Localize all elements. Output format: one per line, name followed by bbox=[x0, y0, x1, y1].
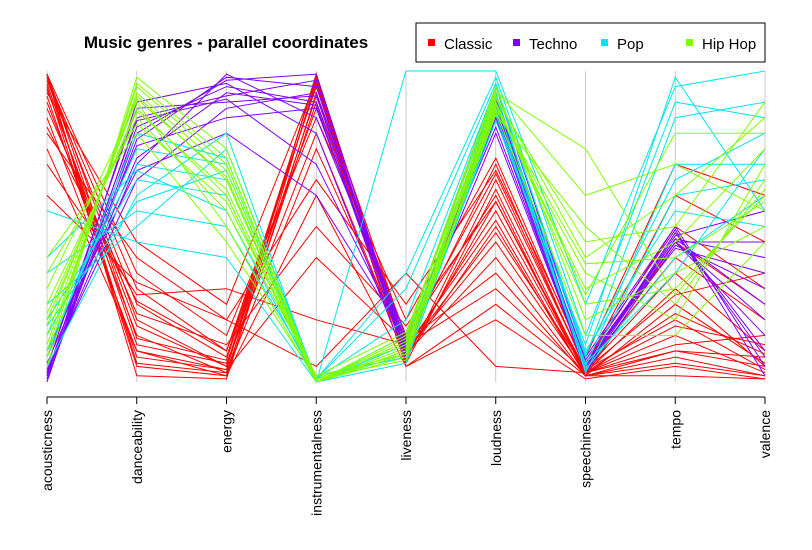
axis-label-energy: energy bbox=[219, 410, 235, 453]
legend-swatch-pop bbox=[601, 39, 608, 46]
line-hip-hop-6 bbox=[46, 88, 766, 383]
line-pop-9 bbox=[46, 82, 766, 380]
legend-swatch-classic bbox=[428, 39, 435, 46]
legend-swatch-techno bbox=[513, 39, 520, 46]
line-hip-hop-11 bbox=[46, 98, 766, 383]
line-hip-hop-10 bbox=[46, 100, 765, 377]
series-classic bbox=[46, 72, 766, 380]
legend-label-classic: Classic bbox=[444, 36, 493, 53]
axis-label-valence: valence bbox=[757, 410, 773, 458]
axis-label-instrumentalness: instrumentalness bbox=[308, 410, 324, 516]
axis-labels: acousticness danceability energy instrument… bbox=[39, 410, 773, 516]
line-pop-2 bbox=[46, 70, 766, 384]
axis-label-tempo: tempo bbox=[667, 410, 683, 449]
legend-box bbox=[415, 22, 766, 63]
line-classic-8 bbox=[46, 132, 766, 359]
axis-label-acousticness: acousticness bbox=[39, 410, 55, 491]
line-pop-0 bbox=[46, 75, 766, 380]
data-lines bbox=[46, 70, 766, 384]
line-hip-hop-5 bbox=[46, 101, 766, 383]
series-hip-hop bbox=[46, 76, 766, 383]
chart-title: Music genres - parallel coordinates bbox=[84, 33, 368, 52]
line-hip-hop-1 bbox=[46, 85, 766, 380]
axis-label-liveness: liveness bbox=[398, 410, 414, 461]
line-hip-hop-7 bbox=[46, 109, 766, 380]
legend-label-hip-hop: Hip Hop bbox=[702, 36, 756, 53]
line-hip-hop-8 bbox=[46, 82, 766, 383]
line-hip-hop-9 bbox=[46, 92, 766, 383]
line-pop-6 bbox=[46, 113, 766, 383]
line-hip-hop-3 bbox=[46, 76, 766, 383]
axis-label-loudness: loudness bbox=[488, 410, 504, 466]
legend-label-pop: Pop bbox=[617, 36, 644, 53]
legend: Classic Techno Pop Hip Hop bbox=[415, 22, 766, 63]
axis-label-danceability: danceability bbox=[129, 410, 145, 484]
line-classic-12 bbox=[46, 108, 766, 371]
axis-label-speechiness: speechiness bbox=[578, 410, 594, 488]
legend-label-techno: Techno bbox=[529, 36, 577, 53]
line-classic-11 bbox=[46, 73, 766, 380]
legend-swatch-hip-hop bbox=[686, 39, 693, 46]
